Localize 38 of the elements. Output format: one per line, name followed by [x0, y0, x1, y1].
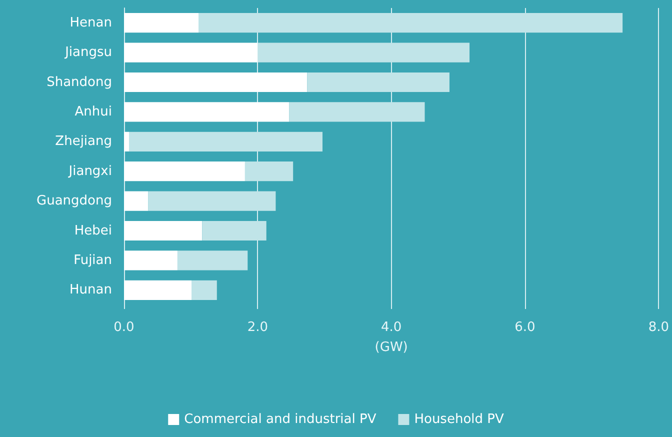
bar: [124, 162, 245, 182]
bar: [198, 13, 623, 33]
y-tick-label: Jiangxi: [68, 164, 112, 179]
y-tick-label: Shandong: [46, 74, 112, 90]
bar: [258, 42, 470, 62]
x-tick-label: 6.0: [514, 320, 536, 335]
bar: [244, 162, 294, 182]
bar: [289, 102, 425, 122]
bar: [124, 220, 202, 241]
bar: [307, 72, 450, 92]
x-tick-label: 0.0: [114, 320, 134, 335]
bar: [124, 42, 258, 62]
bar: [129, 132, 322, 152]
bar: [124, 132, 130, 152]
legend-label: Commercial and industrial PV: [184, 412, 376, 427]
x-tick-label: 4.0: [380, 320, 402, 335]
bar: [148, 191, 276, 211]
y-tick-label: Anhui: [74, 104, 112, 120]
bar: [124, 191, 148, 211]
bar: [177, 250, 248, 270]
bar: [124, 13, 199, 33]
bar: [192, 280, 217, 300]
y-tick-label: Fujian: [74, 252, 112, 268]
y-tick-label: Hunan: [70, 282, 112, 298]
legend-label: Household PV: [414, 412, 504, 427]
x-axis-title: (GW): [374, 340, 408, 355]
bar: [124, 102, 290, 122]
y-tick-label: Guangdong: [36, 194, 112, 209]
bar: [124, 72, 308, 92]
bar: [202, 220, 266, 241]
y-tick-label: Henan: [70, 15, 112, 30]
y-tick-label: Hebei: [74, 223, 112, 238]
bar: [124, 250, 178, 270]
y-tick-label: Jiangsu: [64, 45, 112, 60]
y-tick-label: Zhejiang: [55, 134, 112, 150]
x-tick-label: 2.0: [247, 320, 268, 335]
bar: [124, 280, 192, 300]
x-tick-label: 8.0: [648, 320, 670, 335]
